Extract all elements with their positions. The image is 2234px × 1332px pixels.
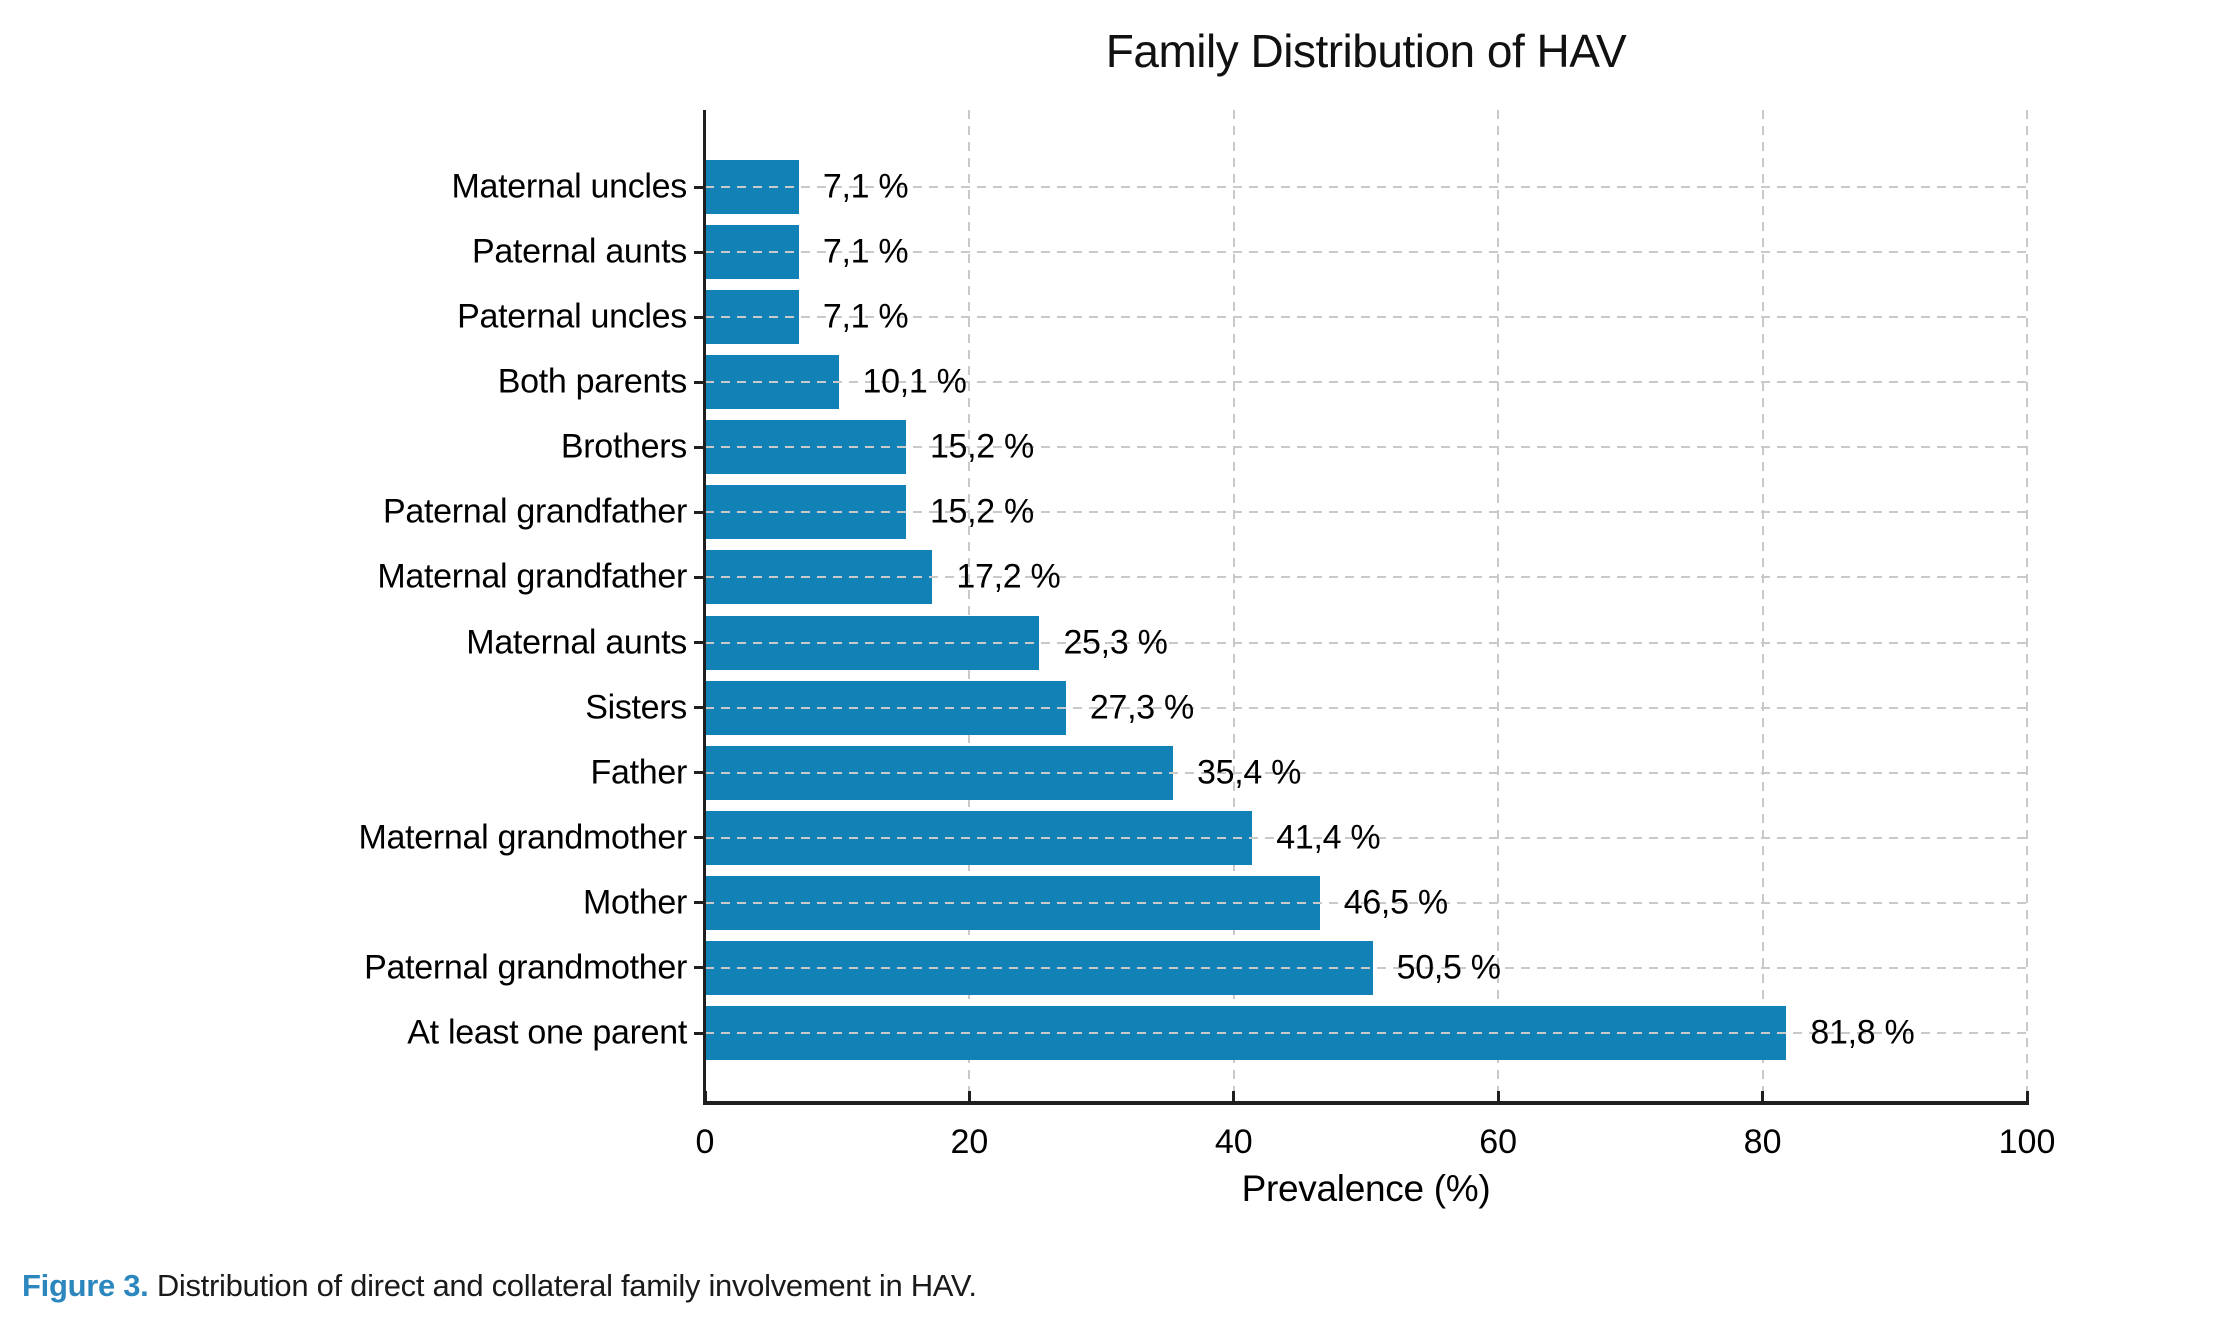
y-axis-tick-paternal-uncles: [694, 315, 705, 319]
x-tick-label-100: 100: [1998, 1123, 2056, 1161]
h-gridline-maternal-uncles: [705, 186, 2027, 188]
h-gridline-paternal-aunts: [705, 251, 2027, 254]
y-axis-tick-maternal-uncles: [694, 185, 705, 189]
value-label-maternal-aunts: 25,3 %: [1063, 623, 1168, 662]
x-axis-tick-80: [1761, 1091, 1765, 1101]
category-label-brothers: Brothers: [560, 427, 687, 466]
value-label-maternal-grandmother: 41,4 %: [1276, 818, 1381, 857]
h-gridline-sisters: [705, 706, 2027, 709]
x-axis-tick-40: [1232, 1091, 1236, 1101]
x-axis-tick-20: [967, 1091, 971, 1101]
x-tick-label-40: 40: [1214, 1123, 1253, 1161]
category-label-father: Father: [590, 753, 688, 792]
category-label-maternal-grandfather: Maternal grandfather: [377, 557, 687, 596]
x-axis-tick-60: [1496, 1091, 1500, 1101]
y-axis-line: [703, 110, 706, 1105]
h-gridline-paternal-grandmother: [705, 966, 2027, 969]
x-axis-tick-100: [2025, 1091, 2029, 1101]
h-gridline-paternal-uncles: [705, 316, 2027, 319]
value-label-paternal-grandmother: 50,5 %: [1396, 948, 1501, 987]
category-label-both-parents: Both parents: [497, 362, 688, 401]
v-gridline-20: [968, 110, 971, 1103]
v-gridline-80: [1761, 110, 1764, 1103]
value-label-both-parents: 10,1 %: [862, 362, 967, 401]
y-axis-tick-paternal-grandmother: [694, 966, 705, 970]
category-label-maternal-uncles: Maternal uncles: [451, 167, 687, 206]
h-gridline-maternal-grandfather: [705, 576, 2027, 579]
h-gridline-both-parents: [705, 381, 2027, 384]
y-axis-tick-brothers: [694, 445, 705, 449]
value-label-paternal-uncles: 7,1 %: [822, 297, 909, 336]
value-label-mother: 46,5 %: [1343, 883, 1448, 922]
y-axis-tick-both-parents: [694, 380, 705, 384]
category-label-sisters: Sisters: [585, 688, 687, 727]
value-label-father: 35,4 %: [1196, 753, 1302, 792]
x-tick-label-0: 0: [695, 1123, 715, 1161]
category-label-paternal-uncles: Paternal uncles: [457, 297, 687, 336]
value-label-maternal-uncles: 7,1 %: [822, 167, 909, 206]
figure-caption-label: Figure 3.: [22, 1268, 149, 1303]
x-axis-line: [703, 1101, 2029, 1105]
y-axis-tick-paternal-grandfather: [694, 510, 705, 514]
category-label-maternal-grandmother: Maternal grandmother: [358, 818, 687, 857]
value-label-brothers: 15,2 %: [929, 427, 1034, 466]
y-axis-tick-maternal-grandmother: [694, 836, 705, 840]
plot-area: Prevalence (%) 0 20 40 60 80 100 Maternal uncl…: [358, 110, 2055, 1209]
h-gridline-father: [705, 771, 2027, 774]
category-label-maternal-aunts: Maternal aunts: [466, 623, 687, 662]
y-axis-tick-sisters: [694, 706, 705, 710]
v-gridline-40: [1232, 110, 1235, 1103]
figure-caption: Figure 3. Distribution of direct and col…: [22, 1268, 977, 1304]
v-gridline-60: [1497, 110, 1500, 1103]
figure-caption-text: Distribution of direct and collateral fa…: [148, 1268, 977, 1303]
y-axis-tick-maternal-grandfather: [694, 575, 705, 579]
value-label-paternal-aunts: 7,1 %: [822, 232, 909, 271]
h-gridline-mother: [705, 901, 2027, 904]
category-label-paternal-grandfather: Paternal grandfather: [383, 492, 687, 531]
h-gridline-maternal-aunts: [705, 641, 2027, 644]
h-gridline-brothers: [705, 446, 2027, 449]
h-gridline-at-least-one-parent: [705, 1032, 2027, 1035]
value-label-maternal-grandfather: 17,2 %: [956, 557, 1061, 596]
category-label-paternal-aunts: Paternal aunts: [471, 232, 687, 271]
y-axis-tick-paternal-aunts: [694, 250, 705, 254]
x-tick-label-60: 60: [1479, 1123, 1518, 1161]
y-axis-tick-maternal-aunts: [694, 641, 705, 645]
category-label-mother: Mother: [582, 883, 687, 922]
value-label-paternal-grandfather: 15,2 %: [929, 492, 1034, 531]
x-axis-title: Prevalence (%): [1241, 1168, 1491, 1209]
y-axis-tick-at-least-one-parent: [694, 1031, 705, 1035]
h-gridline-paternal-grandfather: [705, 511, 2027, 514]
category-label-at-least-one-parent: At least one parent: [407, 1013, 687, 1052]
x-tick-label-20: 20: [950, 1123, 989, 1161]
x-axis-tick-0: [703, 1091, 707, 1101]
y-axis-tick-father: [694, 771, 705, 775]
category-label-paternal-grandmother: Paternal grandmother: [364, 948, 687, 987]
value-label-sisters: 27,3 %: [1089, 688, 1194, 727]
chart-title: Family Distribution of HAV: [1105, 25, 1627, 77]
h-gridline-maternal-grandmother: [705, 836, 2027, 839]
x-tick-label-80: 80: [1743, 1123, 1782, 1161]
v-gridline-100: [2026, 110, 2028, 1103]
y-axis-tick-mother: [694, 901, 705, 905]
value-label-at-least-one-parent: 81,8 %: [1810, 1013, 1915, 1052]
